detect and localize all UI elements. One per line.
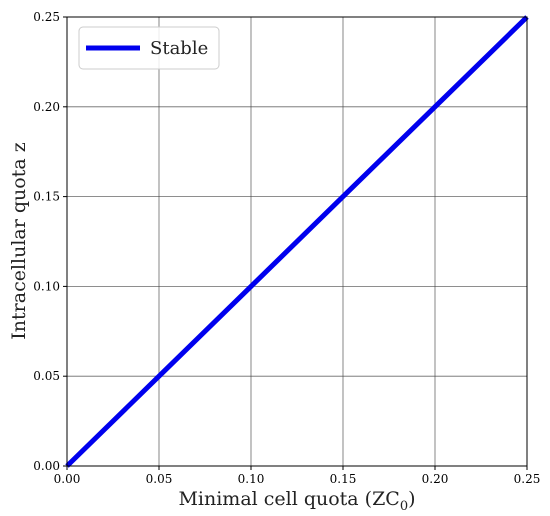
x-tick-label: 0.10 [238,472,265,486]
y-tick-label: 0.25 [33,10,60,24]
series-layer [65,15,529,468]
x-axis-ticks: 0.00 0.05 0.10 0.15 0.20 0.25 [54,466,541,486]
x-axis-label: Minimal cell quota (ZC0) [178,488,415,514]
legend-box [78,26,220,70]
y-tick-label: 0.05 [33,369,60,383]
y-tick-label: 0.10 [33,279,60,293]
x-tick-label: 0.25 [514,472,541,486]
y-axis-ticks: 0.00 0.05 0.10 0.15 0.20 0.25 [33,10,67,473]
x-tick-label: 0.20 [422,472,449,486]
series-line-stable [65,15,529,468]
legend: Stable [78,26,220,70]
plot-frame [66,16,528,467]
x-tick-label: 0.15 [330,472,357,486]
x-tick-label: 0.00 [54,472,81,486]
y-tick-label: 0.20 [33,100,60,114]
legend-label: Stable [150,38,208,59]
y-tick-label: 0.00 [33,459,60,473]
x-tick-label: 0.05 [146,472,173,486]
y-tick-label: 0.15 [33,190,60,204]
y-axis-label: Intracellular quota z [8,142,30,339]
